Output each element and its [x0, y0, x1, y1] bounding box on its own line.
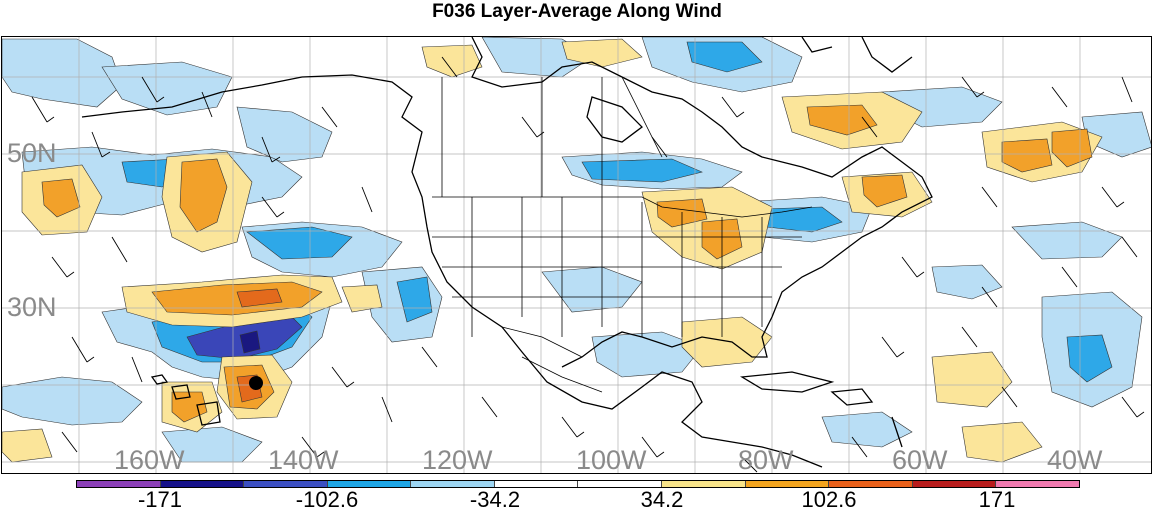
lon-label-60w: 60W: [892, 445, 948, 474]
lon-label-40w: 40W: [1047, 445, 1103, 474]
lon-label-140w: 140W: [268, 445, 339, 474]
political-borders: [432, 76, 813, 393]
colorbar-segment: [327, 481, 412, 487]
lon-label-80w: 80W: [738, 445, 794, 474]
colorbar-label-neg-34-2: -34.2: [469, 487, 521, 512]
storm-center-dot: [249, 376, 263, 390]
negative-anomaly-navy: [239, 330, 261, 354]
colorbar-segment: [662, 481, 746, 487]
colorbar-label-neg-171: -171: [137, 487, 183, 512]
colorbar-segment: [745, 481, 830, 487]
graticule: [2, 37, 1151, 473]
colorbar-segment: [996, 481, 1079, 487]
colorbar-label-34-2: 34.2: [640, 487, 684, 512]
map-panel[interactable]: 50N 30N 160W 140W 120W 100W 80W 60W 40W: [1, 36, 1152, 474]
colorbar-segment: [829, 481, 913, 487]
coastlines: [81, 37, 933, 468]
map-canvas: [2, 37, 1151, 473]
colorbar-segment: [578, 481, 663, 487]
colorbar-segment: [244, 481, 328, 487]
colorbar-segment: [411, 481, 495, 487]
lon-label-160w: 160W: [114, 445, 185, 474]
colorbar-segment: [160, 481, 245, 487]
colorbar-label-171: 171: [978, 487, 1016, 512]
colorbar-segment: [912, 481, 997, 487]
colorbar-label-neg-102-6: -102.6: [295, 487, 359, 512]
lat-label-30n: 30N: [7, 292, 57, 322]
lon-label-100w: 100W: [576, 445, 647, 474]
colorbar: [76, 480, 1080, 488]
lon-label-120w: 120W: [422, 445, 493, 474]
lat-label-50n: 50N: [7, 138, 57, 168]
colorbar-label-102-6: 102.6: [801, 487, 857, 512]
chart-title: F036 Layer-Average Along Wind: [432, 1, 722, 22]
colorbar-segment: [494, 481, 579, 487]
colorbar-segment: [77, 481, 161, 487]
wind-barbs: [31, 56, 1145, 473]
